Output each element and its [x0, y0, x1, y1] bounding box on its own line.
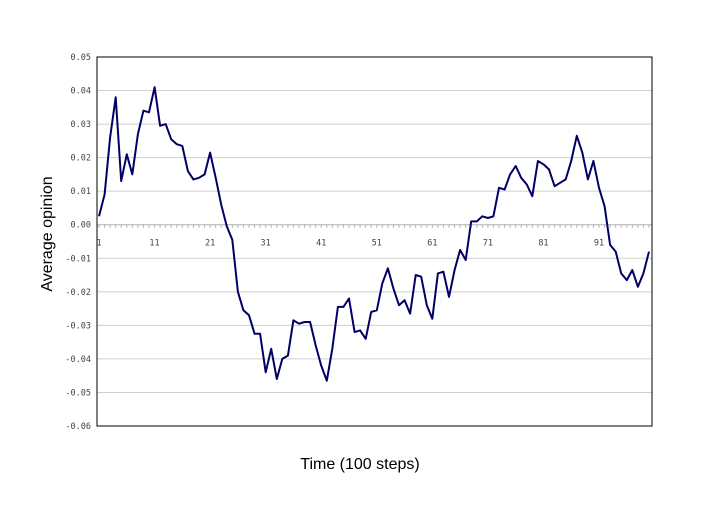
x-tick-label: 91: [594, 239, 604, 249]
y-tick-label: 0.03: [71, 120, 91, 130]
plot-area-border: [96, 56, 653, 427]
y-tick-label: 0.02: [71, 154, 91, 164]
x-tick-label: 21: [205, 239, 215, 249]
y-tick-label: 0.00: [71, 221, 91, 231]
y-tick-labels: 0.05 0.04 0.03 0.02 0.01 0.00 -0.01 -0.02 -0.03 -…: [65, 53, 91, 432]
y-tick-label: -0.01: [65, 254, 91, 264]
x-tick-label: 61: [427, 239, 437, 249]
x-tick-label: 41: [316, 239, 326, 249]
series-layer: [98, 86, 650, 382]
y-tick-label: 0.05: [71, 53, 91, 63]
x-tick-labels: 1 11 21 31 41 51 61 71 81 91: [96, 239, 604, 249]
x-tick-label: 31: [261, 239, 271, 249]
y-tick-label: -0.06: [65, 422, 91, 432]
y-tick-label: -0.05: [65, 388, 91, 398]
x-tick-label: 11: [149, 239, 159, 249]
x-tick-label: 51: [372, 239, 382, 249]
gridlines: [97, 90, 652, 393]
zero-line: [97, 224, 652, 228]
y-tick-label: 0.01: [71, 187, 91, 197]
y-axis-title: Average opinion: [39, 176, 56, 291]
y-tick-label: -0.02: [65, 288, 91, 298]
y-tick-label: -0.04: [65, 355, 91, 365]
x-tick-label: 71: [483, 239, 493, 249]
series-line: [98, 86, 650, 382]
y-tick-label: 0.04: [71, 87, 91, 97]
x-tick-label: 1: [96, 239, 101, 249]
y-tick-label: -0.03: [65, 321, 91, 331]
x-axis-title: Time (100 steps): [300, 456, 419, 473]
x-tick-label: 81: [538, 239, 548, 249]
